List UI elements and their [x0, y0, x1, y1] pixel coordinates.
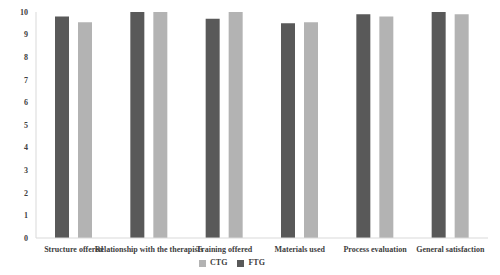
svg-text:Materials used: Materials used: [274, 245, 325, 254]
svg-text:Process evaluation: Process evaluation: [343, 245, 407, 254]
svg-text:Structure offered: Structure offered: [44, 244, 104, 254]
svg-text:1: 1: [24, 211, 28, 220]
svg-text:General satisfaction: General satisfaction: [416, 245, 485, 254]
svg-text:6: 6: [24, 98, 28, 107]
html-text:FTG: FTG: [248, 258, 265, 267]
html-text:CTG: CTG: [210, 258, 228, 267]
svg-text:0: 0: [24, 234, 28, 243]
svg-text:Training offered: Training offered: [196, 245, 252, 254]
svg-text:3: 3: [24, 166, 28, 175]
svg-text:5: 5: [24, 121, 28, 130]
svg-text:7: 7: [24, 76, 28, 85]
svg-text:2: 2: [24, 189, 28, 198]
svg-text:9: 9: [24, 30, 28, 39]
svg-text:Relationship with the therapis: Relationship with the therapists: [95, 245, 204, 254]
svg-text:10: 10: [20, 8, 28, 17]
svg-text:4: 4: [24, 143, 28, 152]
svg-text:8: 8: [24, 53, 28, 62]
